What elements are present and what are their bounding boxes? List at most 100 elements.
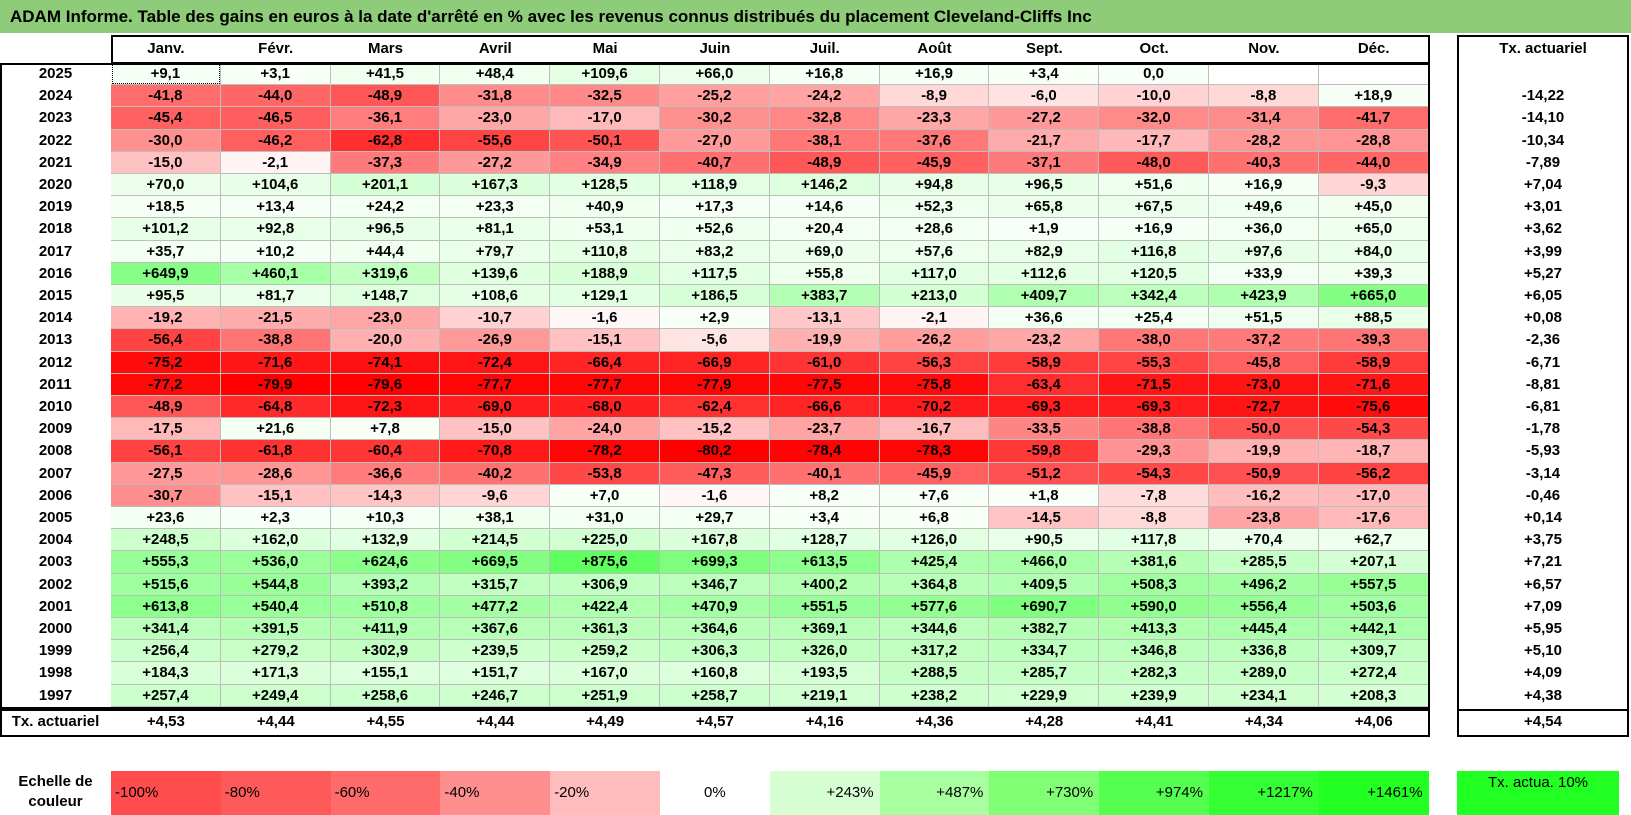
heatmap-cell: +239,9	[1099, 684, 1209, 707]
heatmap-cell: -23,3	[879, 107, 990, 130]
heatmap-cell: +540,4	[220, 595, 331, 618]
heatmap-cell: -70,2	[879, 396, 990, 419]
year-label: 2008	[38, 442, 73, 460]
heatmap-cell: +146,2	[769, 174, 880, 197]
heatmap-cell: -62,8	[330, 129, 441, 152]
heatmap-cell: -48,9	[330, 85, 441, 108]
heatmap-cell: +6,8	[879, 507, 990, 530]
footer-rate-cell: +4,57	[660, 708, 770, 735]
annual-rate-cell: +5,10	[1457, 640, 1629, 663]
heatmap-cell: -14,3	[330, 484, 441, 507]
heatmap-cell: -71,5	[1099, 373, 1209, 396]
heatmap-cell: +369,1	[769, 618, 880, 641]
heatmap-cell: +381,6	[1099, 551, 1209, 574]
heatmap-cell: +96,5	[989, 174, 1100, 197]
rate-column-header: Tx. actuariel	[1499, 40, 1587, 57]
heatmap-cell: -71,6	[1318, 373, 1429, 396]
heatmap-cell: 0,0	[1099, 63, 1209, 86]
heatmap-cell: -40,1	[769, 462, 880, 485]
heatmap-cell: +120,5	[1099, 262, 1209, 285]
heatmap-cell: +66,0	[660, 63, 770, 86]
month-header: Mai	[592, 40, 618, 57]
heatmap-cell: +186,5	[660, 285, 770, 308]
annual-rate-cell: +7,21	[1457, 551, 1629, 574]
heatmap-cell: +88,5	[1318, 307, 1429, 330]
heatmap-cell: +8,2	[769, 484, 880, 507]
heatmap-cell: +53,1	[550, 218, 660, 241]
annual-rate-cell: +7,09	[1457, 595, 1629, 618]
heatmap-cell: -1,6	[660, 484, 770, 507]
heatmap-cell: +31,0	[550, 507, 660, 530]
heatmap-cell: -66,6	[769, 396, 880, 419]
heatmap-cell: +551,5	[769, 595, 880, 618]
heatmap-cell: -1,6	[550, 307, 660, 330]
heatmap-cell: +875,6	[550, 551, 660, 574]
heatmap-cell: -27,2	[440, 151, 551, 174]
heatmap-cell: -5,6	[660, 329, 770, 352]
heatmap-cell: -78,4	[769, 440, 880, 463]
heatmap-cell: +342,4	[1099, 285, 1209, 308]
annual-rate-cell: -14,22	[1457, 85, 1629, 108]
heatmap-cell: -51,2	[989, 462, 1100, 485]
heatmap-cell: +364,6	[660, 618, 770, 641]
heatmap-cell: -71,6	[220, 351, 331, 374]
year-label: 1999	[38, 642, 73, 660]
annual-rate-cell: -5,93	[1457, 440, 1629, 463]
heatmap-cell: -72,3	[330, 396, 441, 419]
heatmap-cell: +229,9	[989, 684, 1100, 707]
heatmap-cell: +536,0	[220, 551, 331, 574]
heatmap-cell: -17,0	[1318, 484, 1429, 507]
heatmap-cell: -45,4	[111, 107, 221, 130]
year-label: 2021	[38, 153, 73, 171]
heatmap-cell: +3,1	[220, 63, 331, 86]
year-label: 1998	[38, 664, 73, 682]
heatmap-cell: +364,8	[879, 573, 990, 596]
heatmap-cell: -62,4	[660, 396, 770, 419]
annual-rate-cell: +0,14	[1457, 507, 1629, 530]
annual-rate-cell: +3,62	[1457, 218, 1629, 241]
heatmap-cell: +346,7	[660, 573, 770, 596]
heatmap-cell: +112,6	[989, 262, 1100, 285]
annual-rate-cell: +3,75	[1457, 529, 1629, 552]
heatmap-cell: +65,8	[989, 196, 1100, 219]
heatmap-cell: +466,0	[989, 551, 1100, 574]
heatmap-cell: +29,7	[660, 507, 770, 530]
heatmap-cell: +302,9	[330, 640, 441, 663]
footer-rate-cell: +4,44	[440, 708, 551, 735]
heatmap-cell: -7,8	[1099, 484, 1209, 507]
year-label: 2022	[38, 131, 73, 149]
heatmap-cell: +503,6	[1318, 595, 1429, 618]
annual-rate-cell: -6,81	[1457, 396, 1629, 419]
month-header: Nov.	[1248, 40, 1280, 57]
heatmap-cell: +624,6	[330, 551, 441, 574]
heatmap-cell: +110,8	[550, 240, 660, 263]
heatmap-cell: +92,8	[220, 218, 331, 241]
year-label: 2016	[38, 264, 73, 282]
annual-rate-cell: +6,05	[1457, 285, 1629, 308]
heatmap-cell: +160,8	[660, 662, 770, 685]
annual-rate-cell: +6,57	[1457, 573, 1629, 596]
heatmap-cell: +234,1	[1209, 684, 1319, 707]
year-label: 2018	[38, 220, 73, 238]
heatmap-cell: -30,2	[660, 107, 770, 130]
heatmap-cell: -58,9	[989, 351, 1100, 374]
heatmap-cell: +383,7	[769, 285, 880, 308]
heatmap-cell: +96,5	[330, 218, 441, 241]
heatmap-cell: +51,6	[1099, 174, 1209, 197]
annual-rate-cell: +5,95	[1457, 618, 1629, 641]
heatmap-cell: +3,4	[769, 507, 880, 530]
color-scale-swatch: +487%	[879, 771, 990, 815]
year-label: 2013	[38, 331, 73, 349]
annual-rate-cell: -0,46	[1457, 484, 1629, 507]
heatmap-cell: +400,2	[769, 573, 880, 596]
year-label: 2004	[38, 531, 73, 549]
heatmap-cell: -41,8	[111, 85, 221, 108]
heatmap-cell: -44,0	[1318, 151, 1429, 174]
annual-rate-cell	[1457, 63, 1629, 86]
heatmap-cell: -78,2	[550, 440, 660, 463]
color-scale-swatch: +1461%	[1318, 771, 1429, 815]
heatmap-cell: -24,0	[550, 418, 660, 441]
heatmap-cell: +409,7	[989, 285, 1100, 308]
annual-rate-cell: -8,81	[1457, 373, 1629, 396]
heatmap-cell: +128,7	[769, 529, 880, 552]
